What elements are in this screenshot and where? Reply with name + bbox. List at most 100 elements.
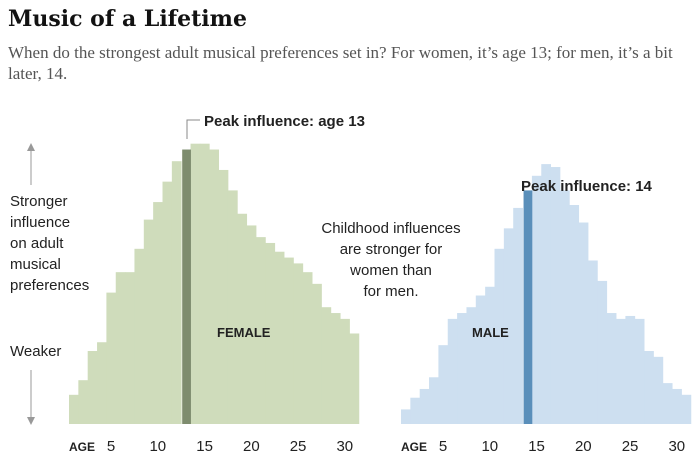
male-bar-age-15 xyxy=(531,175,542,424)
male-bar-age-29 xyxy=(662,383,673,424)
chart-title: Music of a Lifetime xyxy=(8,6,247,32)
male-bar-age-31 xyxy=(681,394,692,424)
male-x-ticks: 5 10 15 20 25 30 xyxy=(439,438,685,455)
female-bar-age-17 xyxy=(218,169,229,424)
female-bar-age-22 xyxy=(265,242,276,424)
female-bar-age-24 xyxy=(284,257,294,424)
male-bar-age-10 xyxy=(485,286,495,424)
middle-note-line-1: Childhood influences xyxy=(321,220,460,237)
middle-note: Childhood influences are stronger for wo… xyxy=(321,220,460,300)
y-label-line-4: musical xyxy=(10,256,61,273)
male-bar-age-25 xyxy=(625,315,636,424)
male-bar-age-8 xyxy=(466,307,477,424)
female-bar-age-9 xyxy=(143,219,154,424)
female-bar-age-1 xyxy=(69,394,79,424)
female-bar-age-4 xyxy=(97,342,107,424)
y-label-line-1: Stronger xyxy=(10,193,68,210)
female-peak-bar xyxy=(182,149,191,424)
male-bar-age-11 xyxy=(494,248,505,424)
male-bar-age-18 xyxy=(559,190,570,424)
y-label-line-3: on adult xyxy=(10,235,64,252)
male-age-label: AGE xyxy=(401,440,427,454)
female-bar-age-28 xyxy=(321,307,332,424)
male-tick-25: 25 xyxy=(622,438,639,455)
female-bar-age-7 xyxy=(125,272,135,424)
female-bar-age-3 xyxy=(87,351,98,424)
male-tick-30: 30 xyxy=(668,438,685,455)
female-bars xyxy=(69,143,360,424)
female-bar-age-15 xyxy=(199,143,210,424)
female-bar-age-12 xyxy=(171,161,182,424)
y-axis-up-arrow xyxy=(27,143,35,151)
male-bar-age-6 xyxy=(447,318,458,424)
female-bar-age-8 xyxy=(134,248,145,424)
female-tick-15: 15 xyxy=(196,438,213,455)
female-tick-30: 30 xyxy=(336,438,353,455)
female-tick-5: 5 xyxy=(107,438,115,455)
female-bar-age-27 xyxy=(312,283,322,424)
male-bar-age-28 xyxy=(653,356,664,424)
male-bar-age-30 xyxy=(672,388,682,424)
male-bar-age-16 xyxy=(541,164,551,424)
male-bar-age-13 xyxy=(513,207,523,424)
middle-note-line-3: women than xyxy=(349,262,432,279)
male-bar-age-5 xyxy=(438,345,449,424)
female-bar-age-11 xyxy=(162,181,173,424)
male-tick-5: 5 xyxy=(439,438,447,455)
female-bar-age-19 xyxy=(237,213,248,424)
female-age-label: AGE xyxy=(69,440,95,454)
male-peak-label: Peak influence: 14 xyxy=(521,178,653,195)
female-bar-age-30 xyxy=(340,318,350,424)
female-bar-age-6 xyxy=(115,272,126,424)
male-tick-20: 20 xyxy=(575,438,592,455)
male-bar-age-20 xyxy=(578,222,589,424)
female-x-ticks: 5 10 15 20 25 30 xyxy=(107,438,353,455)
female-panel-label: FEMALE xyxy=(217,325,271,340)
female-bar-age-26 xyxy=(302,272,313,424)
female-bar-age-5 xyxy=(106,292,117,424)
male-bar-age-23 xyxy=(606,313,617,424)
female-bar-age-25 xyxy=(293,263,304,424)
male-bar-age-24 xyxy=(616,318,626,424)
y-axis-down-arrow xyxy=(27,417,35,425)
female-bar-age-31 xyxy=(349,333,360,424)
y-label-line-5: preferences xyxy=(10,277,89,294)
chart-subtitle: When do the strongest adult musical pref… xyxy=(8,43,673,83)
male-bar-age-2 xyxy=(410,397,421,424)
male-bar-age-19 xyxy=(569,205,580,424)
female-bar-age-2 xyxy=(78,380,89,424)
middle-note-line-4: for men. xyxy=(363,283,418,300)
female-bar-age-21 xyxy=(256,237,266,424)
male-bar-age-3 xyxy=(419,388,430,424)
male-tick-10: 10 xyxy=(481,438,498,455)
male-bars xyxy=(401,164,692,425)
female-peak-label: Peak influence: age 13 xyxy=(204,113,365,130)
male-bar-age-26 xyxy=(634,318,645,424)
male-bar-age-7 xyxy=(457,313,467,424)
male-bar-age-4 xyxy=(429,377,439,424)
female-bar-age-23 xyxy=(274,251,285,424)
male-bar-age-22 xyxy=(597,280,608,424)
male-panel-label: MALE xyxy=(472,325,509,340)
female-tick-10: 10 xyxy=(149,438,166,455)
male-bar-age-9 xyxy=(475,295,486,424)
male-bar-age-21 xyxy=(588,260,598,424)
male-tick-15: 15 xyxy=(528,438,545,455)
male-bar-age-17 xyxy=(550,167,561,425)
male-bar-age-27 xyxy=(644,351,654,424)
female-bar-age-18 xyxy=(227,190,238,424)
y-label-line-2: influence xyxy=(10,214,70,231)
female-bar-age-16 xyxy=(209,149,219,424)
male-bar-age-1 xyxy=(401,409,411,424)
female-bar-age-14 xyxy=(190,143,201,424)
female-bar-age-10 xyxy=(153,202,163,424)
female-tick-20: 20 xyxy=(243,438,260,455)
y-axis-label-weaker: Weaker xyxy=(10,343,61,360)
male-peak-bar xyxy=(523,190,533,424)
female-bar-age-20 xyxy=(246,225,257,424)
female-bar-age-29 xyxy=(330,313,341,424)
y-axis-label-stronger: Stronger influence on adult musical pref… xyxy=(10,193,89,294)
female-peak-leader xyxy=(186,119,200,139)
female-tick-25: 25 xyxy=(290,438,307,455)
